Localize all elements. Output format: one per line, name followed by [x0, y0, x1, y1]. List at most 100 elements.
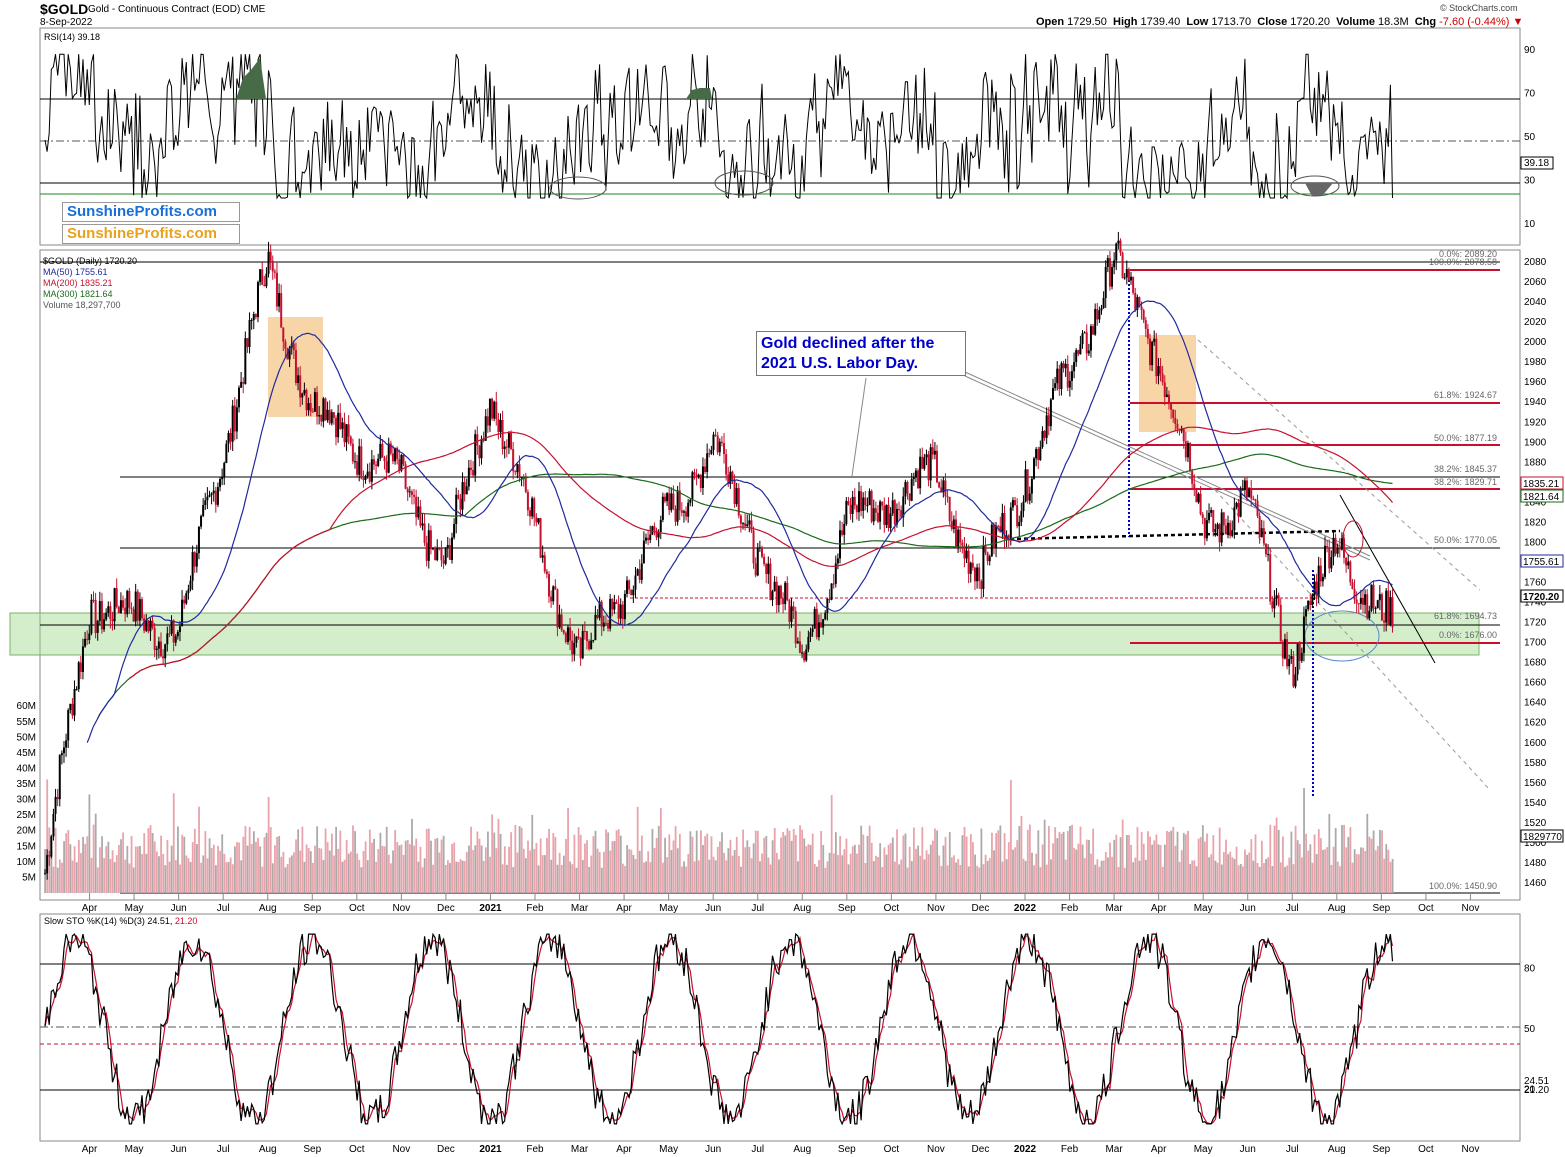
legend-ma50: MA(50) 1755.61 [43, 267, 108, 277]
volume-bar [756, 830, 759, 893]
volume-bar [463, 861, 466, 893]
candle-body [1068, 380, 1071, 388]
volume-bar [1176, 831, 1179, 893]
candle-body [1368, 610, 1371, 619]
volume-bar [392, 850, 394, 893]
volume-bar [1218, 827, 1221, 893]
candle-body [579, 637, 582, 659]
sto-title-main: Slow STO %K(14) %D(3) 24.51, [44, 916, 172, 926]
volume-bar [1381, 830, 1383, 893]
volume-bar [740, 866, 742, 893]
volume-bar [90, 857, 93, 893]
candle-body [141, 599, 144, 619]
volume-bar [257, 837, 259, 893]
low-label: Low [1186, 16, 1209, 28]
price-y-tick: 1880 [1524, 457, 1547, 468]
candle-body [195, 553, 198, 567]
candle-body [904, 482, 907, 497]
candle-body [1066, 363, 1069, 388]
volume-bar [759, 861, 761, 893]
candle-body [699, 474, 702, 488]
candle-body [636, 569, 639, 576]
candle-body [577, 636, 580, 638]
candle-body [1231, 530, 1234, 536]
volume-bar [423, 858, 426, 893]
candle-body [900, 510, 903, 518]
candle-body [79, 662, 82, 672]
volume-bar [255, 841, 257, 893]
candle-body [914, 470, 917, 478]
candle-body [442, 560, 445, 564]
candle-body [206, 496, 209, 501]
candle-body [1075, 350, 1078, 363]
volume-bar [484, 847, 487, 893]
volume-bar [1085, 839, 1088, 893]
volume-bar [1206, 833, 1208, 893]
sto-x-tick: Aug [1328, 1144, 1346, 1155]
candle-body [1281, 641, 1284, 659]
candle-body [891, 500, 894, 514]
volume-bar [177, 826, 179, 893]
volume-bar [1286, 865, 1289, 893]
price-y-tick: 1660 [1524, 678, 1547, 689]
rsi-circle-3 [1290, 175, 1340, 197]
candle-body [680, 510, 683, 513]
volume-bar [508, 846, 510, 893]
volume-bar [356, 853, 359, 893]
candle-body [330, 412, 333, 424]
candle-body [1022, 501, 1025, 512]
candle-body [1351, 582, 1354, 590]
volume-bar [600, 867, 603, 893]
volume-bar [309, 851, 312, 893]
volume-bar [1309, 844, 1312, 893]
volume-bar [527, 840, 529, 893]
candle-body [353, 461, 356, 463]
candle-body [841, 530, 844, 535]
candle-body [427, 530, 430, 561]
candle-body [1007, 535, 1010, 538]
volume-bar [269, 827, 272, 893]
candle-body [919, 456, 922, 489]
volume-bar [440, 839, 443, 893]
candle-body [1347, 561, 1350, 566]
candle-body [628, 580, 631, 590]
candle-body [691, 472, 694, 500]
legend-ma200: MA(200) 1835.21 [43, 278, 113, 288]
candle-body [1252, 498, 1255, 500]
volume-bar [1182, 833, 1185, 893]
volume-bar [676, 848, 679, 893]
candle-body [959, 529, 962, 543]
volume-bar [221, 834, 224, 893]
volume-bar [419, 846, 422, 893]
volume-bar [619, 835, 622, 893]
volume-bar [417, 861, 420, 893]
volume-bar [1014, 847, 1017, 893]
candle-body [1136, 297, 1139, 310]
volume-bar [1147, 831, 1149, 893]
volume-bar [427, 828, 430, 893]
volume-bar [944, 836, 947, 893]
rsi-line [44, 53, 1393, 200]
candle-body [718, 441, 721, 453]
candle-body [742, 523, 745, 525]
candle-body [885, 504, 888, 525]
volume-bar [1277, 829, 1280, 893]
sto-x-tick: Jun [171, 1144, 187, 1155]
volume-bar [1254, 834, 1257, 893]
candle-body [1062, 363, 1065, 369]
candle-body [1056, 368, 1059, 384]
candle-body [351, 443, 354, 462]
candle-body [250, 320, 253, 322]
candle-body [425, 542, 428, 561]
candle-body [763, 556, 766, 565]
volume-bar [1370, 838, 1373, 893]
volume-bar [666, 857, 669, 893]
volume-bar [305, 844, 308, 893]
price-y-tick: 1980 [1524, 357, 1547, 368]
volume-bar [80, 853, 82, 893]
candle-body [1092, 326, 1095, 335]
price-x-tick: Nov [1462, 903, 1480, 914]
candle-body [1389, 597, 1392, 625]
candle-body [796, 641, 799, 644]
